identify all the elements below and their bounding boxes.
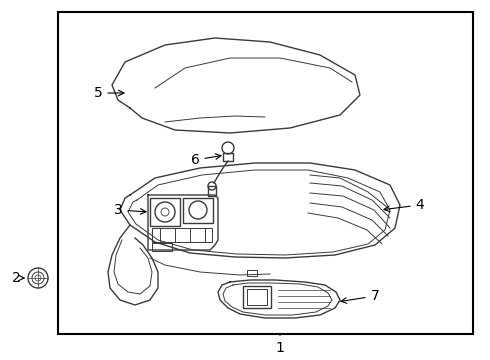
Bar	[183, 198, 213, 223]
Text: 1: 1	[275, 334, 284, 355]
Bar	[152, 243, 172, 251]
Bar	[247, 289, 267, 305]
Bar	[152, 228, 212, 242]
Bar	[58, 12, 473, 334]
Bar	[223, 153, 233, 161]
Bar	[208, 186, 216, 196]
Text: 5: 5	[94, 86, 124, 100]
Text: 2: 2	[12, 271, 21, 285]
Text: 3: 3	[114, 203, 146, 217]
Bar	[150, 198, 180, 226]
Bar	[243, 286, 271, 308]
Bar	[247, 270, 257, 276]
Text: 7: 7	[341, 289, 379, 303]
Text: 6: 6	[191, 153, 221, 167]
Text: 4: 4	[384, 198, 424, 212]
